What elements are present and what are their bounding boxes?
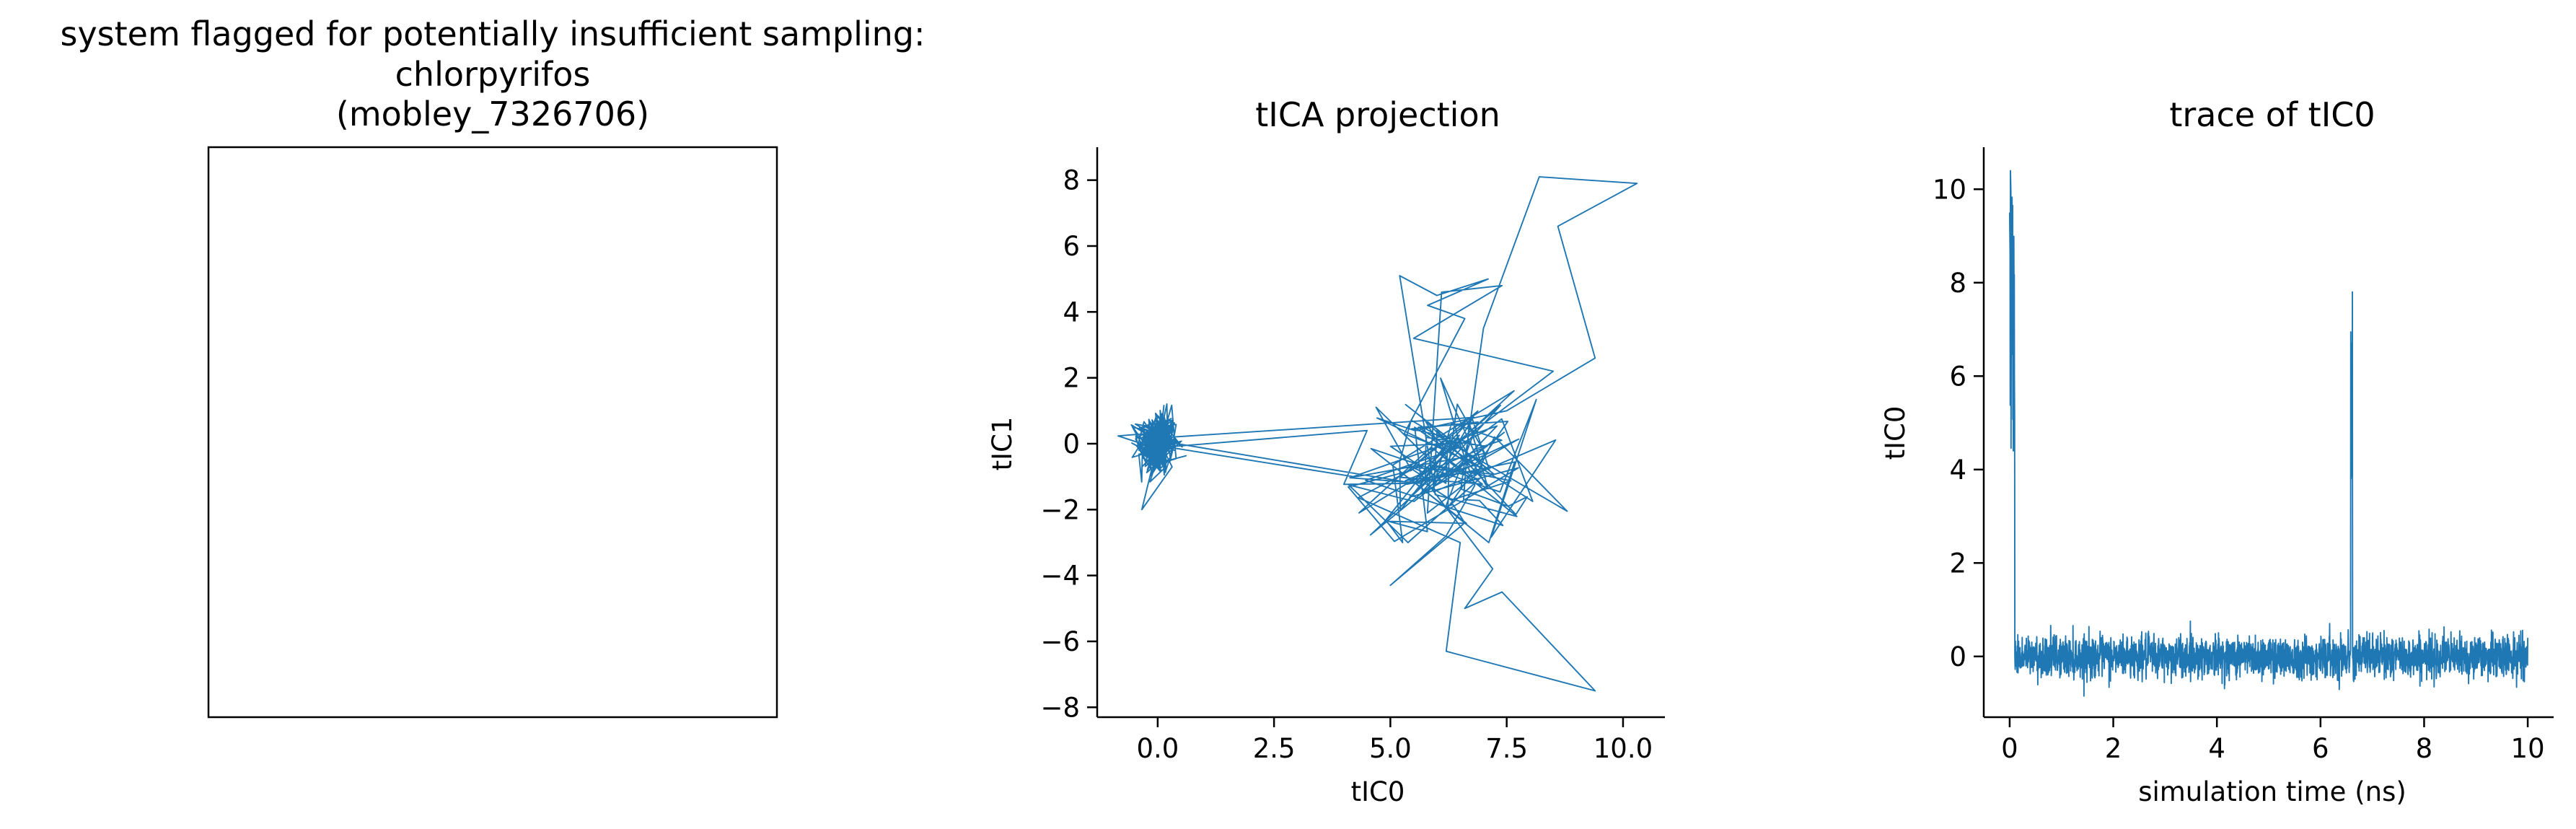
flagged-title-line-2: chlorpyrifos (395, 55, 591, 94)
trace-x-tick-label: 8 (2416, 733, 2433, 764)
trace-y-axis-label: tIC0 (1880, 406, 1911, 460)
panel-trace-tic0: trace of tIC0 simulation time (ns) tIC0 … (1880, 95, 2554, 807)
trace-y-tick-label: 10 (1933, 174, 1966, 205)
tica-y-tick-label: 8 (1063, 165, 1080, 196)
trace-y-tick-label: 0 (1949, 641, 1966, 672)
trace-x-tick-label: 0 (2001, 733, 2018, 764)
trace-title: trace of tIC0 (2169, 95, 2375, 134)
panel-tica-projection: tICA projection tIC0 tIC1 0.0 2.5 5.0 7.5 10… (987, 95, 1665, 807)
tica-y-tick-label: 2 (1063, 363, 1080, 394)
tica-y-axis-label: tIC1 (987, 417, 1018, 471)
tica-y-tick-label: −2 (1040, 494, 1080, 525)
tica-x-tick-label: 10.0 (1593, 733, 1653, 764)
trace-x-tick-label: 2 (2105, 733, 2122, 764)
tica-x-tick-label: 5.0 (1369, 733, 1412, 764)
trace-x-tick-label: 10 (2511, 733, 2545, 764)
tica-trajectory-line (1117, 176, 1638, 692)
trace-y-tick-label: 4 (1949, 455, 1966, 486)
trace-y-tick-label: 8 (1949, 268, 1966, 299)
tica-y-tick-label: −6 (1040, 626, 1080, 657)
tica-y-tick-label: −8 (1040, 692, 1080, 723)
tica-x-axis-label: tIC0 (1351, 776, 1405, 807)
trace-y-tick-label: 2 (1949, 548, 1966, 579)
panel-flagged-system: system flagged for potentially insuffici… (60, 14, 926, 719)
trace-x-axis-label: simulation time (ns) (2138, 776, 2406, 807)
tica-ticks: 0.0 2.5 5.0 7.5 10.0 −8 −6 −4 −2 0 2 4 6 8 (1040, 165, 1653, 764)
tica-y-tick-label: 4 (1063, 297, 1080, 328)
tica-y-tick-label: 6 (1063, 231, 1080, 262)
tica-x-tick-label: 7.5 (1485, 733, 1528, 764)
trace-y-tick-label: 6 (1949, 361, 1966, 392)
trace-x-tick-label: 6 (2312, 733, 2329, 764)
trace-ticks: 0 2 4 6 8 10 0 2 4 6 8 10 (1933, 174, 2545, 764)
trace-x-tick-label: 4 (2208, 733, 2225, 764)
flagged-title-line-3: (mobley_7326706) (336, 95, 649, 133)
trace-tic0-line (2008, 170, 2529, 697)
empty-panel-frame (207, 146, 778, 719)
tica-y-tick-label: −4 (1040, 561, 1080, 592)
tica-title: tICA projection (1255, 95, 1500, 134)
tica-y-tick-label: 0 (1063, 429, 1080, 460)
tica-x-tick-label: 0.0 (1136, 733, 1179, 764)
tica-x-tick-label: 2.5 (1253, 733, 1296, 764)
flagged-title-line-1: system flagged for potentially insuffici… (60, 14, 925, 53)
